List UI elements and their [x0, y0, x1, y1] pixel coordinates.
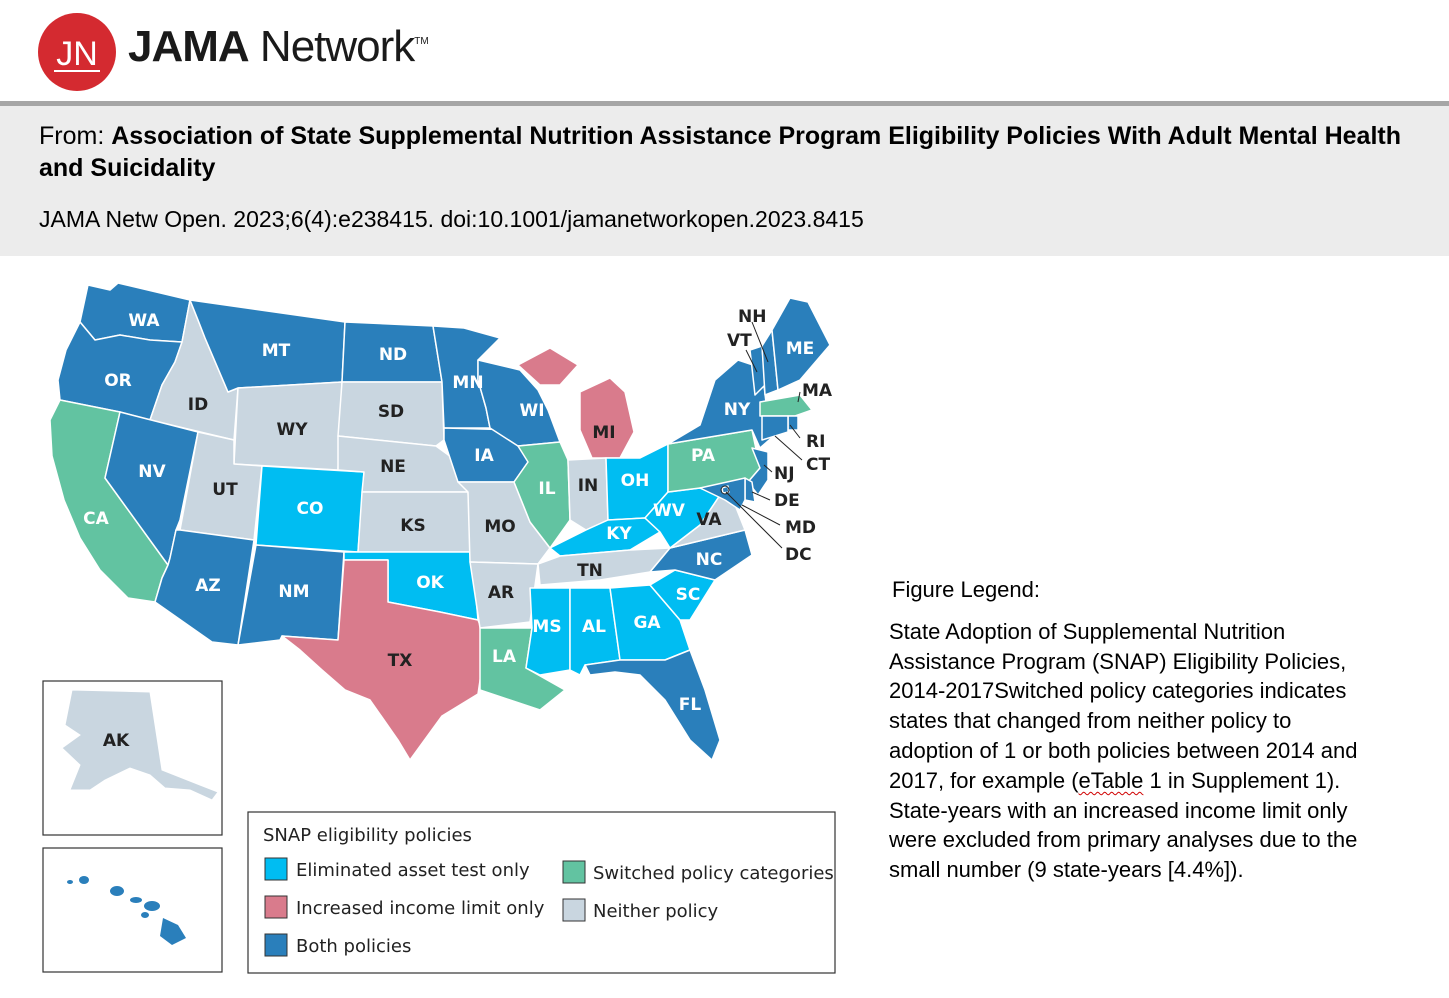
state-label-id: ID: [188, 395, 208, 415]
state-TX: [281, 559, 487, 761]
state-label-wy: WY: [276, 420, 308, 440]
legend-label-both: Both policies: [296, 936, 411, 957]
legend-box: [247, 811, 836, 974]
legend-swatch-asset: [264, 857, 288, 881]
site-header: JN JAMA NetworkTM: [0, 0, 1449, 100]
legend-label-switched: Switched policy categories: [593, 863, 834, 884]
state-label-wa: WA: [128, 311, 160, 331]
legend-label-income: Increased income limit only: [296, 898, 545, 919]
state-label-mt: MT: [262, 341, 291, 361]
state-label-oh: OH: [621, 471, 650, 491]
state-label-la: LA: [492, 647, 517, 667]
brand-bold: JAMA: [128, 22, 250, 71]
state-AZ: [154, 529, 255, 646]
state-RI: [787, 415, 799, 431]
state-label-az: AZ: [195, 576, 220, 596]
state-label-co: CO: [297, 499, 324, 519]
brand-light: Network: [248, 22, 415, 71]
figure-legend-heading: Figure Legend:: [892, 577, 1040, 602]
state-FL: [584, 649, 721, 761]
legend-text-part1: State Adoption of Supplemental Nutrition…: [889, 618, 1358, 793]
state-label-nd: ND: [379, 345, 407, 365]
state-label-ut: UT: [212, 480, 238, 500]
state-label-al: AL: [582, 617, 606, 637]
state-label-mo: MO: [484, 517, 515, 537]
state-label-mi: MI: [592, 423, 615, 443]
state-label-ga: GA: [633, 613, 661, 633]
citation-box: [0, 106, 1449, 256]
callout-md: MD: [785, 518, 816, 538]
state-label-ms: MS: [532, 617, 561, 637]
state-HI: [67, 876, 186, 945]
state-label-tx: TX: [388, 651, 413, 671]
legend-label-asset: Eliminated asset test only: [296, 860, 530, 881]
state-label-ok: OK: [416, 573, 444, 593]
legend-swatch-both: [264, 933, 288, 957]
state-ME: [771, 297, 831, 391]
state-label-ia: IA: [474, 446, 494, 466]
article-reference: JAMA Netw Open. 2023;6(4):e238415. doi:1…: [39, 206, 864, 232]
article-title-link[interactable]: Association of State Supplemental Nutrit…: [39, 122, 1402, 182]
state-label-nc: NC: [696, 550, 723, 570]
callout-nj: NJ: [774, 464, 795, 484]
legend-swatch-neither: [562, 898, 586, 922]
callout-nh: NH: [738, 307, 766, 327]
state-SD: [337, 381, 445, 447]
callout-ct: CT: [806, 455, 830, 475]
state-label-ak: AK: [103, 731, 130, 751]
legend-text-part2: 1 in Supplement 1). State-years with an …: [889, 767, 1358, 883]
state-MI: [517, 347, 635, 459]
brand-tm: TM: [414, 36, 429, 47]
callout-dc: DC: [785, 545, 812, 565]
state-label-or: OR: [104, 371, 132, 391]
callout-ri: RI: [806, 432, 825, 452]
state-label-ar: AR: [488, 583, 514, 603]
state-label-va: VA: [696, 510, 722, 530]
article-title: From: Association of State Supplemental …: [39, 120, 1439, 184]
legend-title: SNAP eligibility policies: [263, 825, 472, 846]
state-label-fl: FL: [679, 695, 702, 715]
state-AR: [469, 561, 539, 629]
state-label-ks: KS: [400, 516, 425, 536]
state-label-me: ME: [786, 339, 815, 359]
legend-label-neither: Neither policy: [593, 901, 719, 922]
state-label-mn: MN: [452, 373, 483, 393]
state-label-ky: KY: [606, 524, 632, 544]
header-divider: [0, 101, 1449, 106]
state-label-wi: WI: [519, 401, 544, 421]
figure-legend: Figure Legend: State Adoption of Supplem…: [889, 575, 1369, 885]
callout-de: DE: [774, 491, 800, 511]
brand-name[interactable]: JAMA NetworkTM: [128, 22, 429, 72]
state-label-il: IL: [538, 479, 555, 499]
state-label-ne: NE: [380, 457, 406, 477]
state-AK: [61, 689, 219, 801]
state-label-ca: CA: [83, 509, 109, 529]
state-label-wv: WV: [653, 501, 686, 521]
jama-logo-icon[interactable]: JN: [38, 13, 116, 91]
callout-vt: VT: [727, 331, 752, 351]
state-label-in: IN: [578, 476, 599, 496]
state-label-nm: NM: [278, 582, 309, 602]
state-label-pa: PA: [691, 446, 716, 466]
state-CT: [761, 415, 789, 441]
legend-swatch-switched: [562, 860, 586, 884]
etable-link[interactable]: eTable: [1078, 767, 1144, 793]
state-label-hi: HI: [108, 918, 129, 938]
callout-ma: MA: [802, 381, 833, 401]
logo-monogram: JN: [56, 35, 98, 73]
state-label-tn: TN: [577, 561, 603, 581]
snap-policy-map: WA OR CA ID NV MT WY UT AZ CO NM ND SD NE KS OK TX MN IA MO…: [42, 282, 836, 974]
legend-swatch-income: [264, 895, 288, 919]
state-label-sd: SD: [378, 402, 404, 422]
figure-legend-text: State Adoption of Supplemental Nutrition…: [889, 617, 1369, 885]
from-prefix: From:: [39, 122, 112, 150]
state-label-ny: NY: [724, 400, 751, 420]
hawaii-inset-frame: [42, 847, 223, 973]
state-SC: [649, 569, 716, 621]
state-MA: [759, 394, 813, 417]
state-label-sc: SC: [676, 585, 701, 605]
state-label-nv: NV: [138, 462, 166, 482]
